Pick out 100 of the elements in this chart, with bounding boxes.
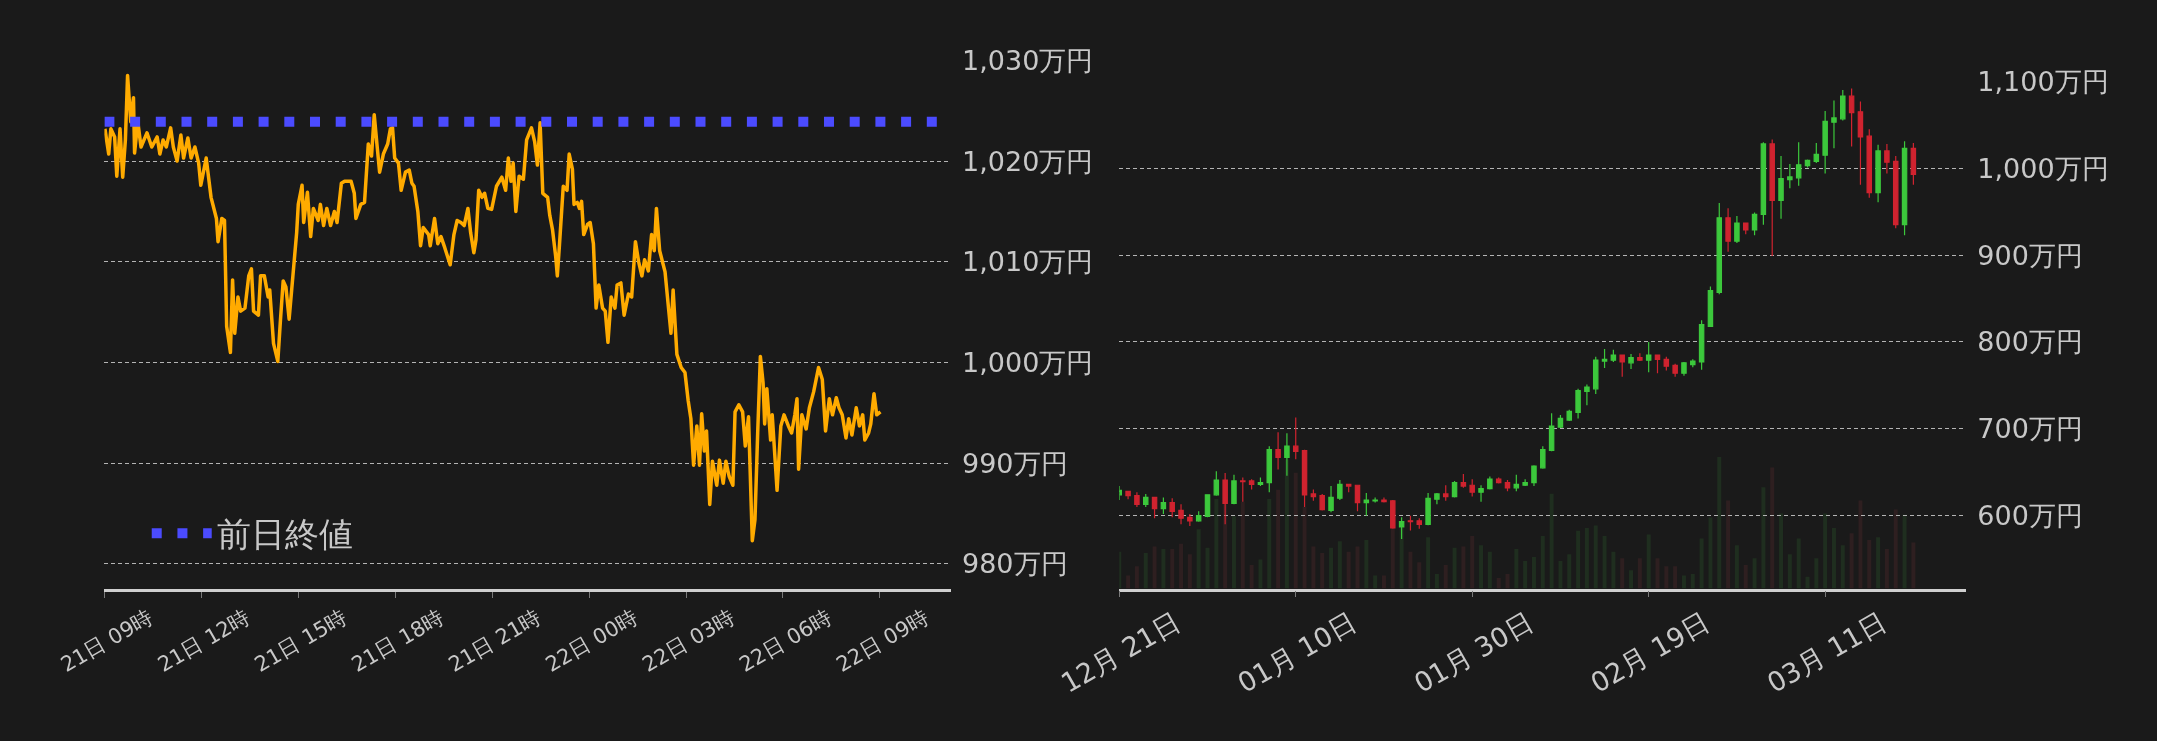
candlestick: [1787, 163, 1793, 189]
candlestick: [1354, 484, 1361, 512]
bar: [1558, 560, 1563, 589]
candlestick: [1892, 155, 1899, 229]
candlestick: [1292, 416, 1299, 460]
bar: [1214, 499, 1219, 589]
candlestick: [1169, 497, 1175, 518]
candlestick: [1716, 202, 1723, 295]
bar: [1637, 558, 1642, 589]
candlestick: [1469, 478, 1475, 498]
candlestick: [1584, 383, 1590, 406]
legend-label: 前日終値: [216, 514, 353, 555]
x-tick-label: 03月 11日: [1761, 606, 1891, 699]
bar: [1884, 549, 1889, 589]
bar: [1629, 570, 1634, 589]
bar: [1320, 553, 1325, 589]
bar: [1390, 528, 1395, 589]
candlestick: [1831, 99, 1837, 149]
bar: [1179, 543, 1184, 589]
bar: [1673, 566, 1678, 589]
bar: [1302, 506, 1307, 589]
candlestick: [1337, 479, 1343, 501]
candlestick: [1204, 494, 1211, 518]
bar: [1823, 513, 1828, 589]
candlestick: [1213, 470, 1220, 497]
candlestick: [1778, 155, 1784, 220]
candlestick: [1813, 142, 1820, 164]
candlestick: [1707, 285, 1714, 327]
bar: [1487, 551, 1492, 589]
bar: [1699, 538, 1704, 589]
bar: [1602, 535, 1607, 589]
bar: [1867, 539, 1872, 589]
candlestick: [1372, 496, 1378, 504]
candlestick: [1345, 483, 1352, 493]
bar: [1734, 545, 1739, 589]
candlestick: [1769, 139, 1775, 257]
candlestick: [1257, 476, 1264, 487]
bar: [1470, 535, 1475, 589]
bar: [1496, 578, 1501, 589]
bar: [1717, 456, 1722, 589]
y-tick-label: 900万円: [1977, 239, 2083, 271]
bar: [1311, 546, 1316, 589]
candlestick: [1134, 491, 1140, 508]
y-tick-label: 990万円: [962, 447, 1068, 479]
bar: [1876, 537, 1881, 589]
y-tick-label: 1,100万円: [1977, 65, 2109, 97]
bar: [1329, 547, 1334, 589]
bar: [1911, 542, 1916, 589]
candlestick: [1434, 492, 1440, 505]
bar: [1126, 575, 1131, 589]
candlestick: [1840, 89, 1846, 122]
bar: [1814, 558, 1819, 589]
x-tick-label: 12月 21日: [1055, 606, 1186, 699]
candlestick: [1566, 409, 1573, 422]
bar: [1187, 554, 1192, 589]
candlestick: [1637, 352, 1643, 362]
bar: [1364, 539, 1369, 589]
bar: [1514, 549, 1519, 589]
bar: [1620, 558, 1625, 589]
candlestick: [1672, 363, 1678, 378]
candlestick: [1725, 207, 1731, 253]
candlestick: [1328, 485, 1334, 513]
bar: [1373, 575, 1378, 589]
candlestick: [1151, 496, 1158, 519]
candlestick: [1628, 353, 1634, 370]
bar: [1681, 575, 1686, 589]
candlestick: [1125, 490, 1131, 500]
candlestick: [1619, 354, 1625, 378]
bar: [1584, 528, 1589, 589]
candlestick: [1248, 478, 1255, 491]
bar: [1664, 566, 1669, 589]
candlestick: [1531, 464, 1537, 487]
candlestick: [1910, 142, 1917, 186]
bar: [1434, 574, 1439, 589]
candlestick: [1187, 513, 1193, 527]
bar: [1399, 528, 1404, 589]
bar: [1170, 549, 1175, 589]
bar: [1611, 551, 1616, 589]
bar: [1752, 558, 1757, 589]
candlestick: [1178, 503, 1184, 525]
bar: [1346, 551, 1351, 589]
bar: [1417, 562, 1422, 589]
candlestick: [1540, 445, 1546, 470]
candlestick: [1310, 488, 1317, 502]
candlestick: [1795, 141, 1802, 187]
bar: [1152, 546, 1157, 589]
candlestick: [1160, 496, 1167, 515]
candlestick: [1416, 517, 1423, 530]
candlestick: [1381, 496, 1387, 504]
candlestick: [1460, 473, 1467, 489]
bar: [1743, 564, 1748, 589]
bar: [1523, 560, 1528, 589]
bar: [1143, 553, 1148, 589]
bar: [1549, 493, 1554, 589]
y-tick-label: 700万円: [1977, 413, 2083, 445]
x-tick-label: 02月 19日: [1585, 606, 1715, 699]
bar: [1593, 525, 1598, 589]
y-tick-label: 980万円: [962, 548, 1068, 580]
bar: [1690, 574, 1695, 589]
candlestick: [1610, 349, 1617, 363]
